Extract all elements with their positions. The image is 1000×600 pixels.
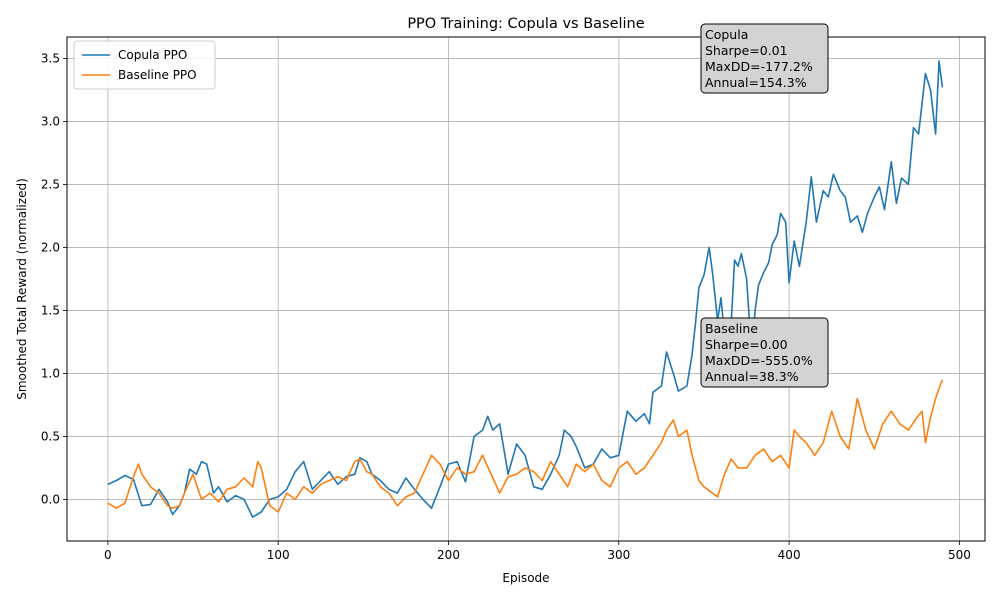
annotation-copula-line-3: MaxDD=-177.2% xyxy=(705,59,813,74)
annotation-baseline: Baseline Sharpe=0.00 MaxDD=-555.0% Annua… xyxy=(700,317,829,388)
annotation-copula-box xyxy=(700,23,829,94)
plot-area xyxy=(67,37,985,541)
x-axis-label: Episode xyxy=(502,571,549,585)
y-tick-label: 2.5 xyxy=(41,177,60,191)
chart-title: PPO Training: Copula vs Baseline xyxy=(407,16,644,32)
x-axis-ticks: 0 100 200 300 400 500 xyxy=(104,541,971,562)
grid-lines xyxy=(67,37,985,541)
annotation-copula-line-4: Annual=154.3% xyxy=(705,75,807,90)
y-axis-label: Smoothed Total Reward (normalized) xyxy=(15,178,29,400)
y-tick-label: 1.0 xyxy=(41,366,60,380)
annotation-baseline-line-4: Annual=38.3% xyxy=(705,369,799,384)
annotation-copula-line-1: Copula xyxy=(705,27,748,42)
y-axis-ticks: 0.0 0.5 1.0 1.5 2.0 2.5 3.0 3.5 xyxy=(41,51,67,506)
series-layer xyxy=(107,60,944,518)
y-tick-label: 1.5 xyxy=(41,303,60,317)
y-tick-label: 0.5 xyxy=(41,429,60,443)
annotation-copula-line-2: Sharpe=0.01 xyxy=(705,43,788,58)
y-tick-label: 3.5 xyxy=(41,51,60,65)
annotation-baseline-line-3: MaxDD=-555.0% xyxy=(705,353,813,368)
x-tick-label: 0 xyxy=(104,548,112,562)
legend-label-baseline: Baseline PPO xyxy=(118,68,197,82)
annotation-baseline-line-2: Sharpe=0.00 xyxy=(705,337,788,352)
x-tick-label: 200 xyxy=(437,548,460,562)
plot-frame xyxy=(66,36,986,542)
legend: Copula PPO Baseline PPO xyxy=(73,40,216,90)
x-tick-label: 100 xyxy=(267,548,290,562)
y-tick-label: 0.0 xyxy=(41,492,60,506)
y-tick-label: 3.0 xyxy=(41,114,60,128)
x-tick-label: 500 xyxy=(948,548,971,562)
series-line-baseline-ppo xyxy=(107,379,944,513)
legend-label-copula: Copula PPO xyxy=(118,48,187,62)
series-line-copula-ppo xyxy=(107,60,944,518)
y-tick-label: 2.0 xyxy=(41,240,60,254)
x-tick-label: 400 xyxy=(778,548,801,562)
annotation-baseline-box xyxy=(700,317,829,388)
x-tick-label: 300 xyxy=(607,548,630,562)
legend-box xyxy=(73,40,216,90)
annotation-baseline-line-1: Baseline xyxy=(705,321,758,336)
annotation-copula: Copula Sharpe=0.01 MaxDD=-177.2% Annual=… xyxy=(700,23,829,94)
